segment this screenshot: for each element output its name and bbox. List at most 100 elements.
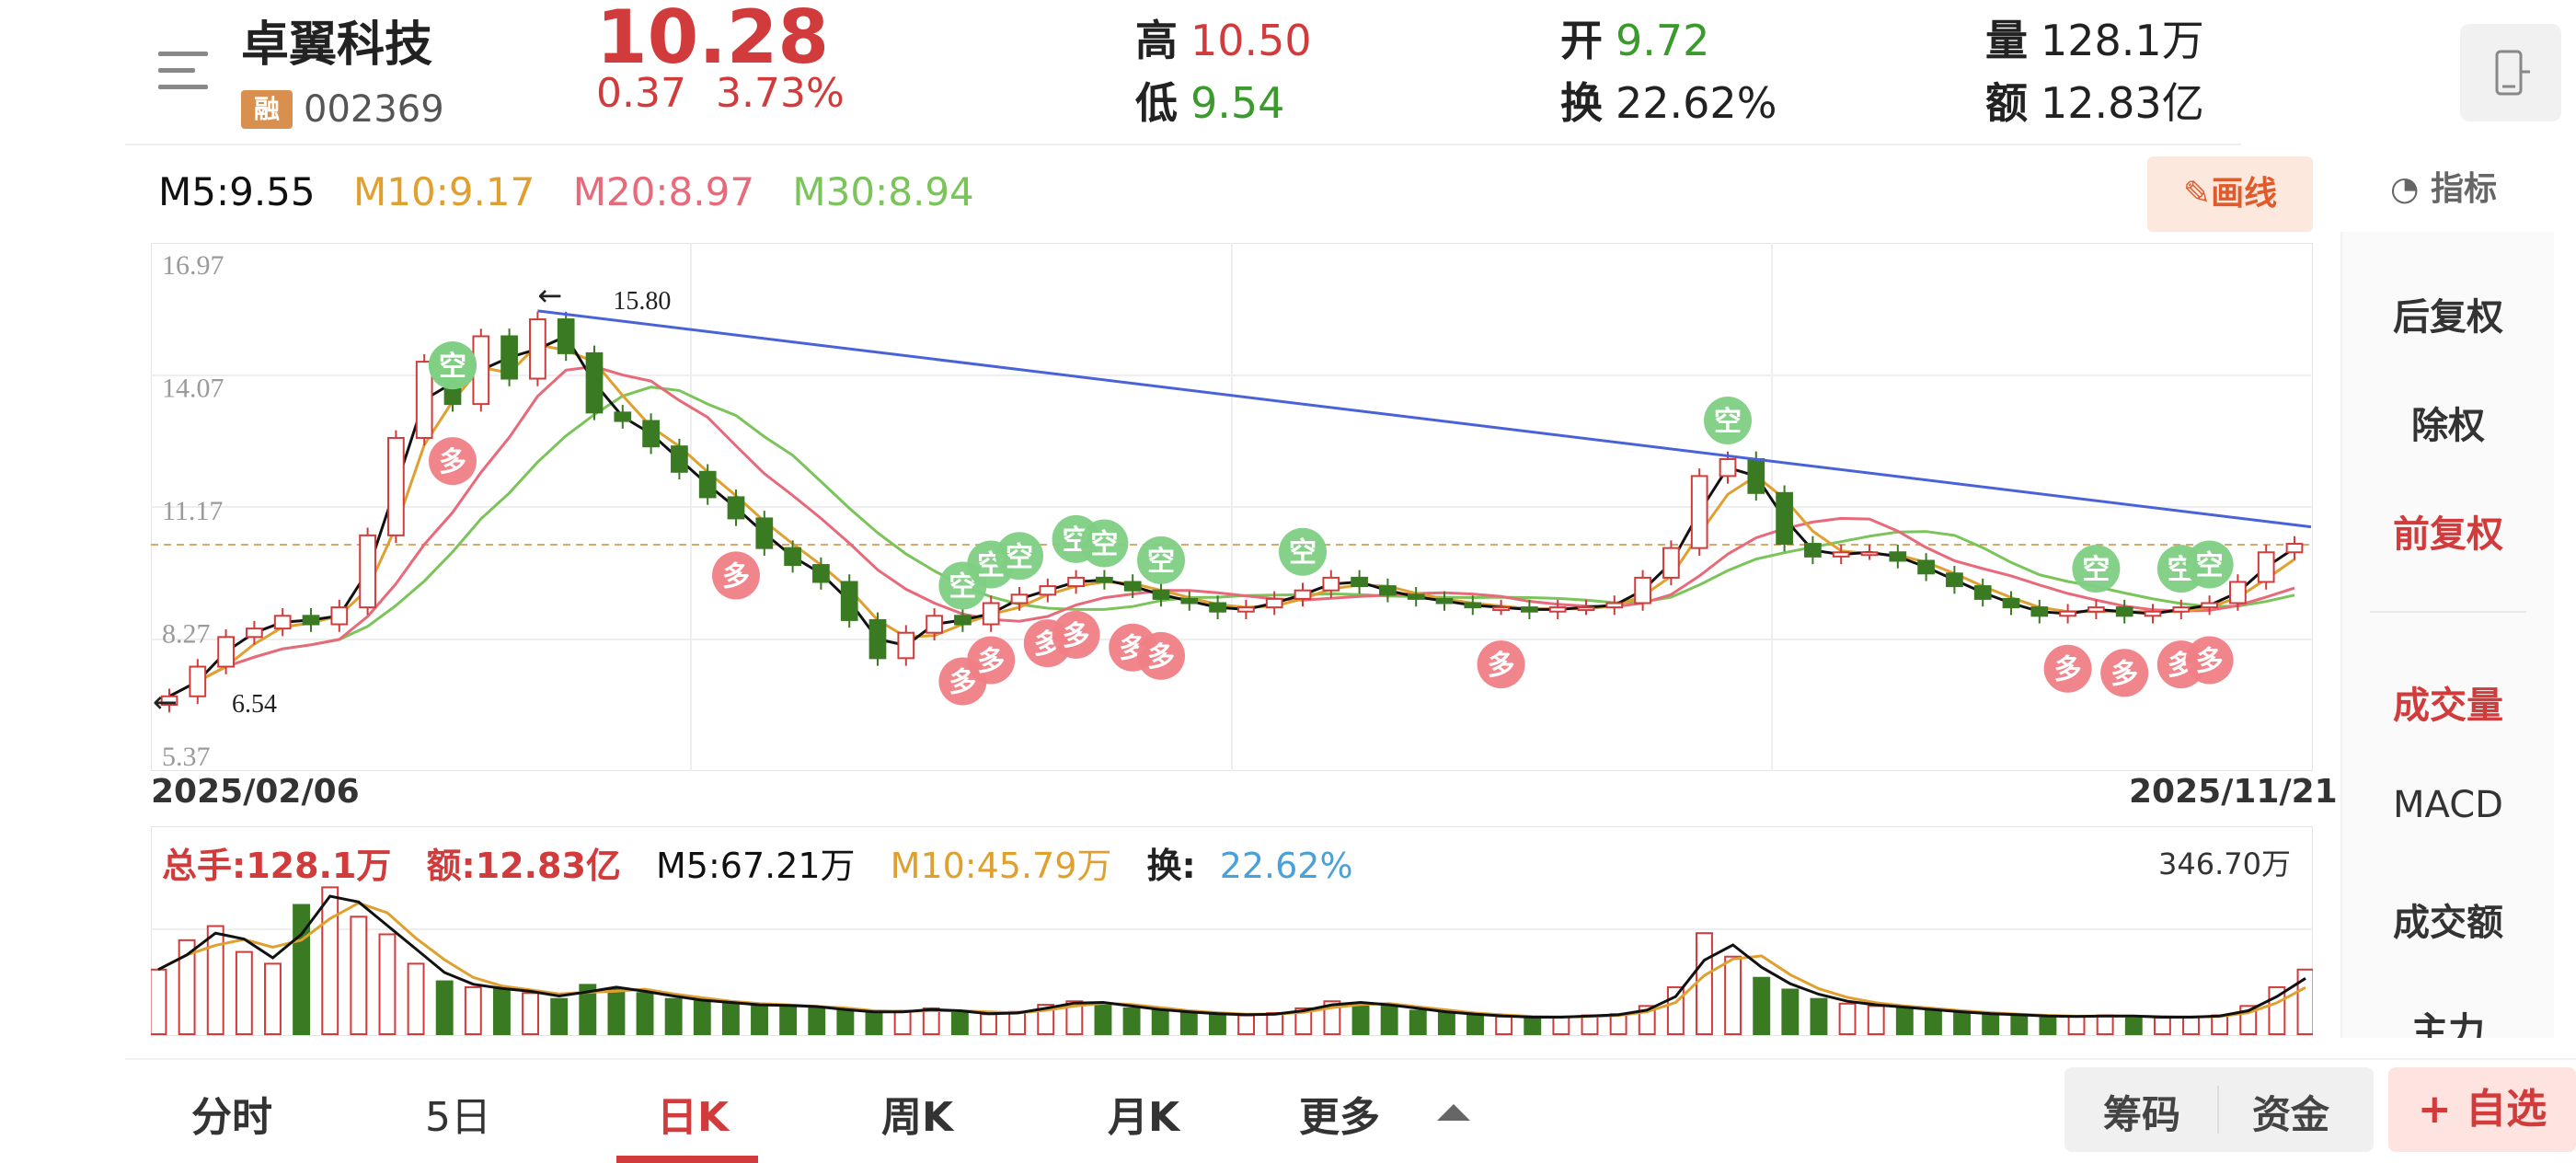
tab-intraday[interactable]: 分时 (191, 1094, 272, 1141)
volume-bar (1094, 1002, 1112, 1036)
side-item-main-force[interactable]: 主力 (2411, 1010, 2485, 1038)
candle (1776, 491, 1793, 546)
high-arrow: ← (537, 278, 562, 313)
svg-text:多: 多 (722, 560, 750, 593)
y-tick-label: 16.97 (162, 250, 224, 281)
side-item-ex-rights[interactable]: 除权 (2411, 405, 2485, 447)
stat-open: 开 9.72 (1560, 7, 1709, 68)
side-item-back-adjusted[interactable]: 后复权 (2393, 296, 2503, 339)
volume-m10: M10:45.79万 (890, 846, 1112, 886)
chips-funds-group (2064, 1067, 2374, 1152)
chart-start-date: 2025/02/06 (151, 773, 360, 811)
y-tick-label: 5.37 (162, 742, 211, 771)
volume-bar (1696, 932, 1713, 1035)
volume-chart[interactable] (151, 826, 2313, 1036)
candle (2002, 597, 2020, 609)
svg-text:空: 空 (1289, 537, 1317, 570)
sell-signal: 空 (1080, 519, 1129, 568)
draw-line-button[interactable]: ✎画线 (2147, 156, 2313, 232)
volume-bar (1810, 997, 1828, 1035)
volume-total: 总手:128.1万 (162, 846, 392, 886)
tab-daily-k[interactable]: 日K (657, 1094, 730, 1141)
chips-button[interactable]: 筹码 (2103, 1092, 2181, 1137)
candle (1464, 602, 1482, 609)
candles (160, 311, 2304, 713)
candle (784, 547, 801, 567)
current-price: 10.28 (596, 0, 830, 80)
stat-volume: 量 128.1万 (1985, 7, 2204, 68)
tab-more[interactable]: 更多 (1299, 1094, 1380, 1141)
caret-up-icon[interactable] (1437, 1104, 1470, 1121)
menu-icon[interactable] (158, 44, 213, 96)
svg-text:多: 多 (2196, 645, 2224, 677)
ma5-line (168, 334, 2295, 698)
svg-text:多: 多 (977, 645, 1005, 677)
side-item-amount[interactable]: 成交额 (2393, 902, 2503, 944)
volume-bar (2010, 1014, 2029, 1035)
phone-layout-button[interactable] (2460, 24, 2561, 121)
volume-bar (2182, 1015, 2200, 1036)
sell-signal: 空 (2185, 540, 2234, 589)
indicator-button[interactable]: ◔ 指标 (2390, 162, 2497, 210)
margin-trading-badge: 融 (241, 90, 293, 129)
stat-amount-value: 12.83亿 (2041, 78, 2204, 128)
volume-bar (579, 984, 597, 1035)
candle (868, 618, 887, 660)
high-annotation: 15.80 (613, 287, 671, 316)
stat-low: 低 9.54 (1135, 70, 1284, 131)
funds-button[interactable]: 资金 (2252, 1092, 2330, 1137)
volume-bar (980, 1013, 997, 1036)
y-axis-ticks: 16.97 14.07 11.17 8.27 5.37 (162, 250, 224, 771)
side-panel: 后复权 除权 前复权 成交量 MACD 成交额 主力 (2340, 232, 2554, 1038)
svg-text:空: 空 (1090, 528, 1118, 560)
volume-bar (1838, 1002, 1857, 1036)
high-low-annotations: ← 15.80 ← 6.54 (153, 278, 671, 720)
candle (1548, 606, 1567, 613)
stat-turnover: 换 22.62% (1560, 70, 1777, 131)
volume-bar (2153, 1017, 2171, 1035)
candle (671, 445, 688, 473)
svg-text:空: 空 (439, 351, 466, 383)
candle (1322, 576, 1340, 592)
volume-bar (151, 968, 167, 1035)
stat-high: 高 10.50 (1135, 7, 1312, 68)
kline-chart[interactable]: 16.9714.0711.178.275.37 ← 15.80← 6.54 空空空空… (151, 243, 2313, 771)
tab-monthly-k[interactable]: 月K (1108, 1094, 1180, 1141)
side-item-volume[interactable]: 成交量 (2393, 685, 2503, 727)
candle (2115, 606, 2133, 617)
drawn-trendline[interactable] (537, 309, 2312, 529)
buy-signal: 多 (2043, 644, 2092, 693)
volume-bar (693, 1000, 711, 1035)
volume-bar (1609, 1013, 1627, 1036)
volume-bar (1237, 1014, 1256, 1035)
ma20-line (168, 364, 2295, 698)
tab-weekly-k[interactable]: 周K (881, 1094, 954, 1141)
candle (1917, 559, 1935, 575)
side-item-forward-adjusted[interactable]: 前复权 (2393, 513, 2503, 556)
volume-bar (1437, 1012, 1455, 1035)
buy-signal: 多 (1137, 631, 1185, 680)
volume-bar (550, 997, 569, 1035)
volume-bar (893, 1009, 912, 1035)
chart-end-date: 2025/11/21 (2129, 773, 2338, 811)
bottom-divider (125, 1058, 2576, 1060)
candle (1521, 606, 1538, 613)
add-watchlist-button[interactable]: + 自选 (2388, 1067, 2576, 1152)
tab-5day[interactable]: 5日 (425, 1094, 491, 1141)
candle (1860, 551, 1879, 557)
trade-signals: 空空空空空空空空空空空空空多多多多多多多多多多多多多 (429, 341, 2234, 706)
candle (1407, 593, 1425, 600)
candle (2144, 610, 2162, 617)
candle (2087, 606, 2105, 613)
volume-ma5-line (157, 894, 2306, 1019)
side-item-macd[interactable]: MACD (2393, 784, 2503, 826)
svg-text:多: 多 (439, 446, 466, 478)
y-tick-label: 14.07 (162, 374, 224, 404)
candle (500, 335, 518, 380)
volume-bar (950, 1012, 969, 1035)
candle (1634, 576, 1651, 605)
volume-turnover-label: 换: (1146, 846, 1196, 886)
buy-signal: 多 (1052, 610, 1100, 659)
candle (1039, 585, 1057, 596)
y-tick-label: 11.17 (162, 496, 223, 526)
